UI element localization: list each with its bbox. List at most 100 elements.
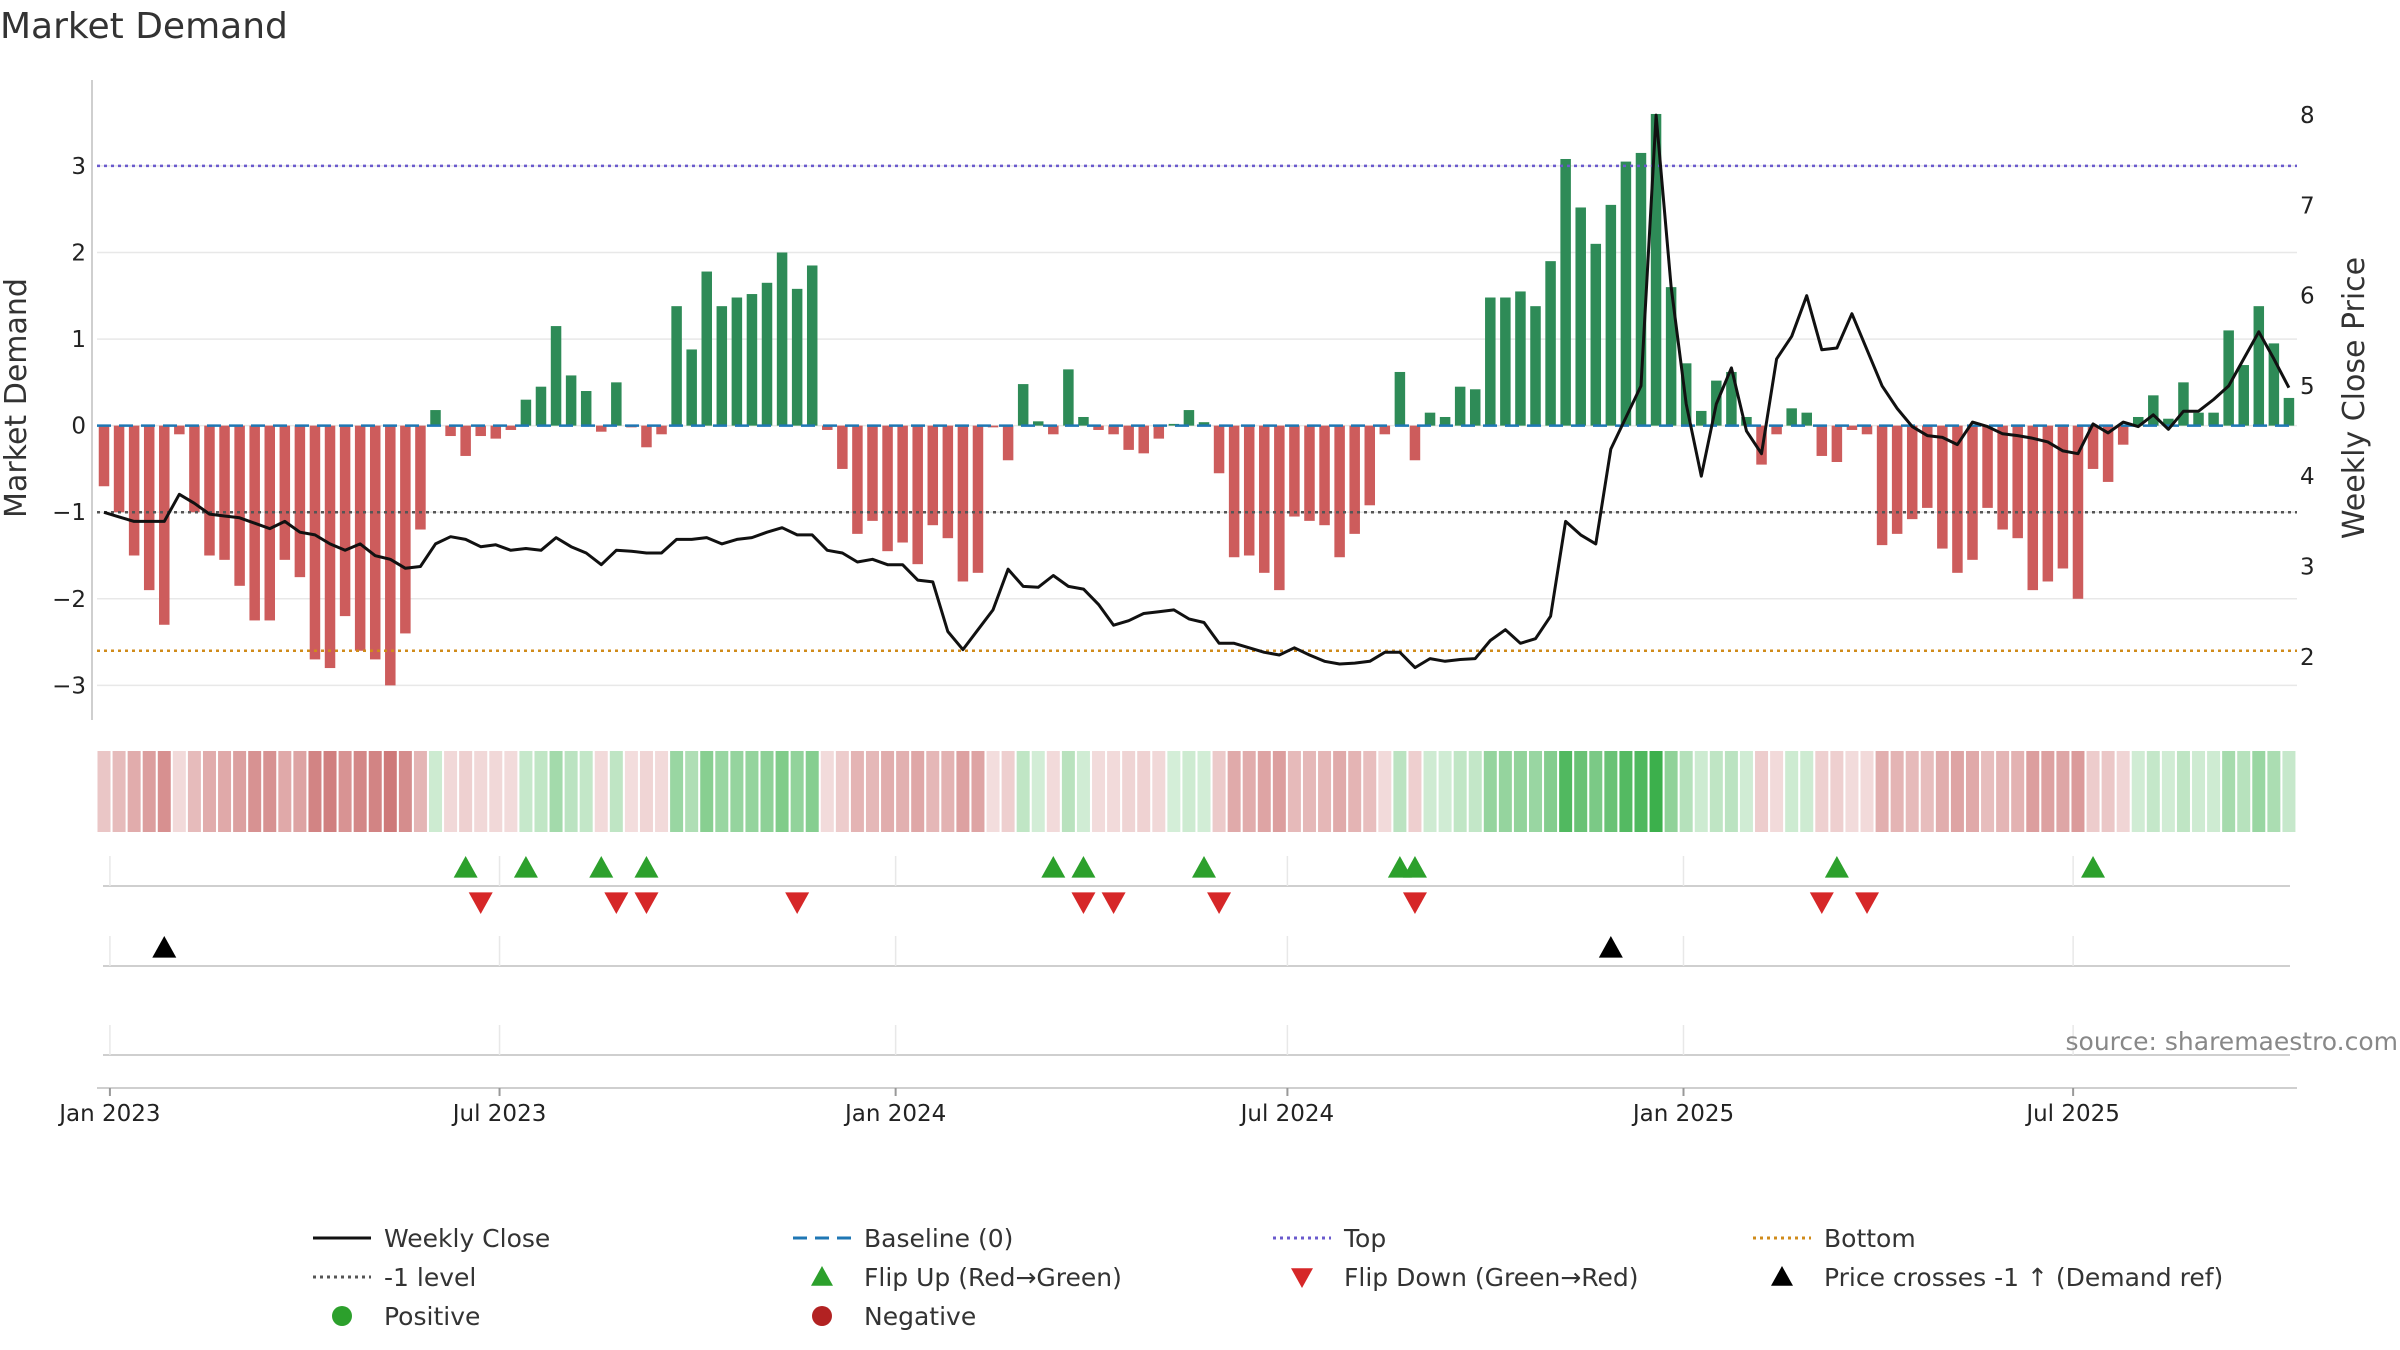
heat-cell: [1167, 751, 1181, 832]
heat-cell: [2071, 751, 2085, 832]
demand-bar: [1545, 261, 1556, 426]
demand-bar: [2132, 416, 2144, 426]
heat-cell: [534, 751, 548, 832]
demand-bar: [1605, 204, 1617, 426]
demand-bar: [806, 265, 818, 426]
demand-bar: [1500, 297, 1511, 426]
heat-cell: [1227, 751, 1241, 832]
price-cross-marker: [1598, 936, 1623, 958]
heat-cell: [1845, 751, 1859, 832]
heat-cell: [1031, 751, 1045, 832]
demand-bar: [1424, 412, 1436, 426]
demand-bar: [1228, 425, 1240, 558]
y-tick-label: 1: [71, 327, 86, 353]
flip-down-marker: [1402, 892, 1427, 914]
heat-cell: [157, 751, 171, 832]
flip-up-marker: [634, 856, 659, 878]
legend-swatch: [811, 1266, 833, 1286]
demand-bar: [1274, 425, 1285, 591]
flip-up-marker: [1041, 856, 1066, 878]
heat-cell: [1785, 751, 1799, 832]
heat-cell: [1905, 751, 1919, 832]
heat-cell: [2161, 751, 2175, 832]
demand-bar: [1831, 425, 1843, 463]
flip-up-marker: [1402, 856, 1427, 878]
heat-cell: [1589, 751, 1603, 832]
x-axis: Jan 2023 Jul 2023 Jan 2024 Jul 2024 Jan 2025…: [57, 1087, 2297, 1127]
demand-bar: [1394, 371, 1406, 426]
demand-bar: [671, 306, 682, 426]
demand-bar: [1515, 291, 1526, 426]
heat-cell: [1890, 751, 1904, 832]
demand-heat-strip: [97, 751, 2296, 832]
demand-bar: [354, 425, 366, 651]
price-line-layer: [103, 113, 2291, 670]
heat-cell: [1212, 751, 1226, 832]
heat-cell: [112, 751, 126, 832]
heat-cell: [489, 751, 503, 832]
heat-cell: [2252, 751, 2266, 832]
heat-cell: [1257, 751, 1271, 832]
demand-bar: [641, 425, 652, 448]
demand-bar: [1575, 207, 1586, 426]
demand-bar: [2223, 330, 2234, 426]
heat-cell: [1739, 751, 1753, 832]
demand-bar: [309, 425, 321, 660]
demand-bar: [369, 425, 381, 660]
demand-bar: [1485, 297, 1496, 426]
heat-cell: [2176, 751, 2190, 832]
price-cross-marker: [152, 936, 177, 958]
heat-cell: [278, 751, 292, 832]
x-tick-label: Jan 2025: [1631, 1101, 1734, 1127]
legend-item-flip-down: Flip Down (Green→Red): [1291, 1263, 1639, 1292]
y-tick-label: −2: [52, 587, 86, 613]
heat-cell: [1483, 751, 1497, 832]
legend-label: Baseline (0): [864, 1224, 1013, 1253]
demand-bar: [2117, 425, 2129, 445]
demand-bar: [761, 282, 773, 426]
heat-cell: [1634, 751, 1648, 832]
heat-cell: [2237, 751, 2251, 832]
demand-bar: [535, 386, 547, 426]
demand-bar: [1334, 425, 1345, 558]
legend-label: Flip Up (Red→Green): [864, 1263, 1122, 1292]
demand-bar: [1922, 425, 1933, 508]
demand-bar: [2193, 412, 2204, 426]
heat-cell: [564, 751, 578, 832]
heat-cell: [1182, 751, 1196, 832]
demand-bar: [1786, 408, 1797, 426]
heat-cell: [1664, 751, 1678, 832]
heat-cell: [142, 751, 156, 832]
heat-cell: [715, 751, 729, 832]
demand-bar: [746, 294, 758, 426]
heat-cell: [1242, 751, 1256, 832]
flip-up-marker: [1071, 856, 1096, 878]
demand-bar: [1379, 425, 1391, 435]
heat-cell: [1423, 751, 1437, 832]
legend-swatch: [1291, 1268, 1313, 1288]
y2-tick-label: 4: [2300, 464, 2315, 490]
demand-bar: [867, 425, 878, 521]
demand-bar: [1620, 161, 1632, 426]
y2-tick-label: 6: [2300, 284, 2315, 310]
legend-item-cross: Price crosses -1 ↑ (Demand ref): [1771, 1263, 2223, 1292]
y-tick-label: 3: [71, 154, 86, 180]
demand-bar: [1906, 425, 1918, 520]
demand-bar: [837, 425, 848, 469]
demand-bar: [445, 425, 456, 437]
heat-cell: [504, 751, 518, 832]
legend-label: Positive: [384, 1302, 480, 1331]
demand-bar: [701, 271, 712, 426]
legend-swatch: [332, 1306, 352, 1326]
heat-cell: [911, 751, 925, 832]
heat-cell: [730, 751, 744, 832]
legend-label: Weekly Close: [384, 1224, 550, 1253]
heat-cell: [1694, 751, 1708, 832]
flip-up-marker: [453, 856, 478, 878]
demand-bar: [2087, 425, 2099, 469]
legend-item-negative: Negative: [812, 1302, 976, 1331]
y-tick-label: 0: [71, 414, 86, 440]
heat-cell: [971, 751, 985, 832]
heat-cell: [881, 751, 895, 832]
demand-bar: [1002, 425, 1014, 461]
